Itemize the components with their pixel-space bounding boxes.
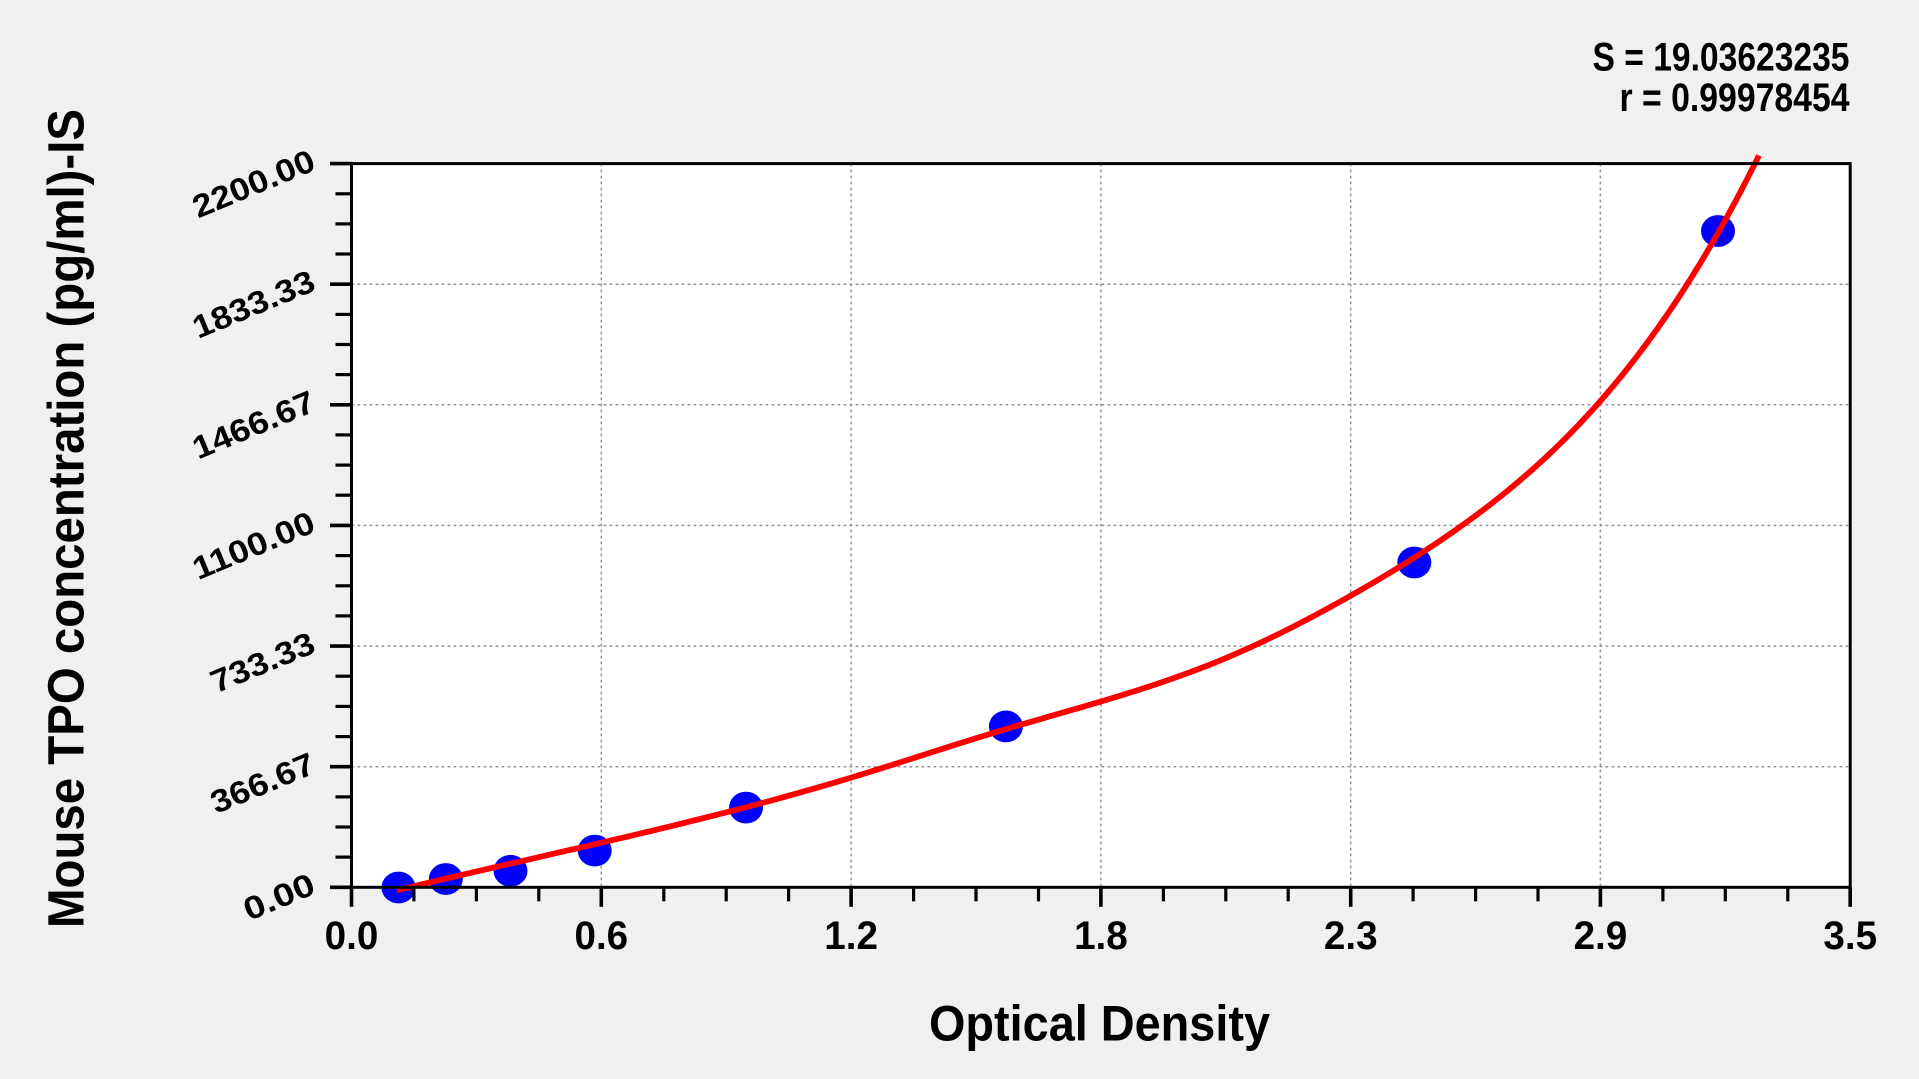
svg-text:2.9: 2.9 <box>1574 913 1628 958</box>
svg-text:S = 19.03623235: S = 19.03623235 <box>1592 34 1849 79</box>
svg-text:0.0: 0.0 <box>325 913 379 958</box>
svg-text:0.6: 0.6 <box>574 913 628 958</box>
svg-text:3.5: 3.5 <box>1823 913 1877 958</box>
svg-text:r = 0.99978454: r = 0.99978454 <box>1619 74 1849 119</box>
svg-text:1.8: 1.8 <box>1074 913 1128 958</box>
svg-text:1.2: 1.2 <box>824 913 878 958</box>
svg-text:Optical Density: Optical Density <box>929 995 1270 1051</box>
svg-text:2.3: 2.3 <box>1324 913 1378 958</box>
svg-text:Mouse TPO concentration (pg/ml: Mouse TPO concentration (pg/ml)-IS <box>38 109 95 928</box>
